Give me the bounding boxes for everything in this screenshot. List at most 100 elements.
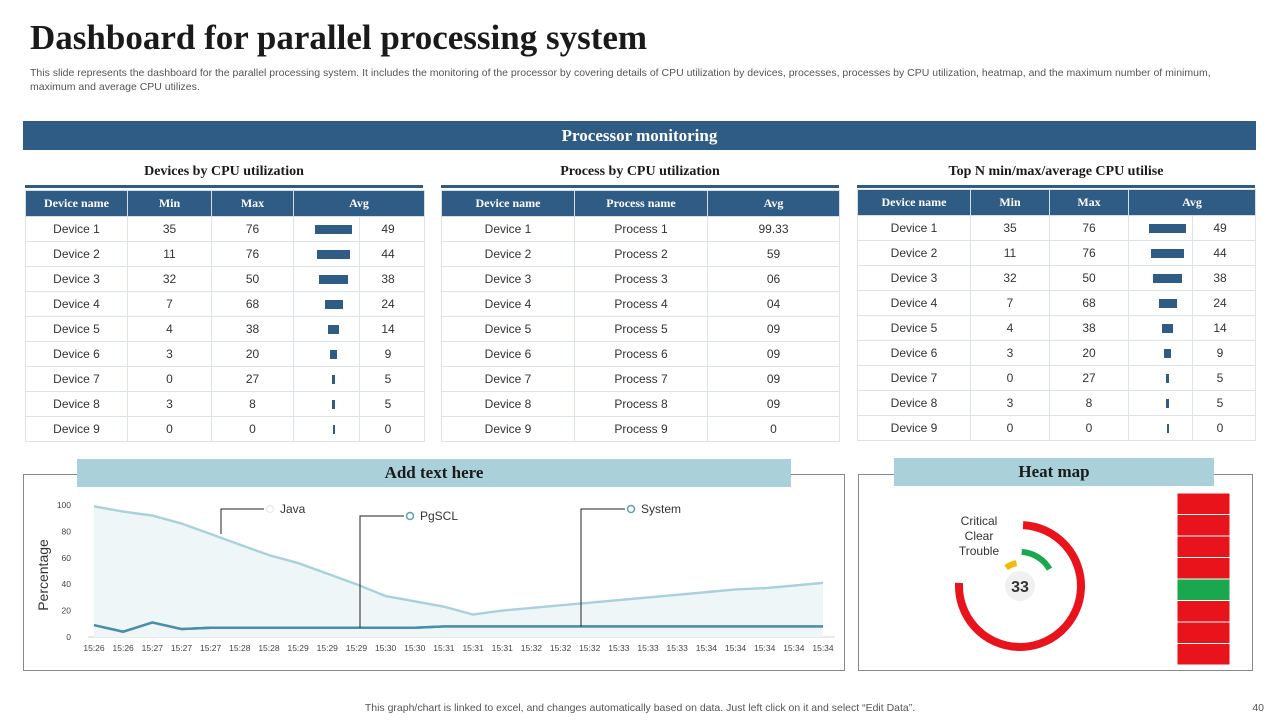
series-line-java[interactable] [93,505,824,616]
table-row[interactable]: Device 1 Process 1 99.33 [441,216,840,242]
avg-bar-cell [293,391,360,417]
x-tick-label: 15:27 [171,643,193,653]
col-header-min[interactable]: Min [127,190,212,217]
avg-cell: 59 [707,241,840,267]
device-name-cell: Device 1 [25,216,128,242]
section-banner: Processor monitoring [23,121,1256,150]
avg-value-cell: 0 [1192,415,1256,441]
heatmap-cell[interactable] [1176,643,1231,666]
avg-bar-cell [293,216,360,242]
max-cell: 76 [211,216,294,242]
process-name-cell: Process 1 [574,216,708,242]
col-header-process[interactable]: Process name [574,190,708,217]
avg-value-cell: 38 [359,266,425,292]
min-cell: 0 [127,366,212,392]
x-tick-label: 15:32 [521,643,543,653]
device-name-cell: Device 1 [441,216,575,242]
avg-bar-cell [1128,365,1193,391]
min-cell: 0 [127,416,212,442]
table-row[interactable]: Device 4 Process 4 04 [441,291,840,317]
callout-marker [626,504,636,514]
avg-bar-cell [293,416,360,442]
table-row[interactable]: Device 2 11 76 44 [25,241,425,267]
heatmap-cell[interactable] [1176,535,1231,558]
table-row[interactable]: Device 4 7 68 24 [25,291,425,317]
device-name-cell: Device 3 [25,266,128,292]
table-row[interactable]: Device 1 35 76 49 [857,215,1256,241]
table-row[interactable]: Device 7 0 27 5 [857,365,1256,391]
col-header-device[interactable]: Device name [25,190,128,217]
max-cell: 50 [1049,265,1129,291]
x-tick-label: 15:34 [812,643,834,653]
table-row[interactable]: Device 2 Process 2 59 [441,241,840,267]
col-header-device[interactable]: Device name [441,190,575,217]
min-cell: 7 [127,291,212,317]
max-cell: 20 [1049,340,1129,366]
heatmap-cell[interactable] [1176,492,1231,515]
device-name-cell: Device 5 [441,316,575,342]
y-tick-label: 40 [62,579,72,589]
java-area-fill [94,506,823,637]
y-axis-label: Percentage [35,539,51,611]
col-header-min[interactable]: Min [970,189,1050,216]
col-header-max[interactable]: Max [211,190,294,217]
topn-title-underline [857,185,1255,188]
col-header-avg[interactable]: Avg [1128,189,1256,216]
y-tick-label: 0 [66,632,71,642]
table-row[interactable]: Device 7 Process 7 09 [441,366,840,392]
max-cell: 8 [1049,390,1129,416]
y-tick-label: 20 [62,606,72,616]
x-tick-label: 15:34 [725,643,747,653]
avg-bar [315,225,352,235]
avg-cell: 04 [707,291,840,317]
table-row[interactable]: Device 4 7 68 24 [857,290,1256,316]
table-row[interactable]: Device 5 Process 5 09 [441,316,840,342]
table-row[interactable]: Device 2 11 76 44 [857,240,1256,266]
col-header-device[interactable]: Device name [857,189,971,216]
table-row[interactable]: Device 8 Process 8 09 [441,391,840,417]
heatmap-cell[interactable] [1176,557,1231,580]
avg-bar [1165,399,1170,409]
line-chart[interactable]: 0 20 40 60 80 100 Percentage 15:26 15:26 15:27 15:… [24,475,844,670]
avg-value-cell: 24 [359,291,425,317]
table-row[interactable]: Device 6 3 20 9 [857,340,1256,366]
x-tick-label: 15:30 [375,643,397,653]
heatmap-panel: 33 Critical Clear Trouble [858,474,1253,671]
table-row[interactable]: Device 3 32 50 38 [25,266,425,292]
heatmap-cell[interactable] [1176,514,1231,537]
avg-bar [1164,349,1171,359]
min-cell: 35 [970,215,1050,241]
col-header-max[interactable]: Max [1049,189,1129,216]
process-name-cell: Process 2 [574,241,708,267]
table-row[interactable]: Device 1 35 76 49 [25,216,425,242]
avg-bar-cell [1128,340,1193,366]
col-header-avg[interactable]: Avg [707,190,840,217]
table-row[interactable]: Device 6 3 20 9 [25,341,425,367]
table-row[interactable]: Device 5 4 38 14 [25,316,425,342]
avg-bar [328,325,339,335]
process-name-cell: Process 8 [574,391,708,417]
table-row[interactable]: Device 7 0 27 5 [25,366,425,392]
avg-value-cell: 44 [359,241,425,267]
heatmap-cell[interactable] [1176,600,1231,623]
table-row[interactable]: Device 3 32 50 38 [857,265,1256,291]
avg-value-cell: 49 [1192,215,1256,241]
chart-panel-title: Add text here [77,459,791,487]
heatmap-cell[interactable] [1176,578,1231,601]
col-header-avg[interactable]: Avg [293,190,425,217]
callout-leader [359,515,404,628]
line-chart-panel: 0 20 40 60 80 100 Percentage 15:26 15:26 15:27 15:… [23,474,845,671]
avg-bar-cell [1128,290,1193,316]
series-line-system[interactable] [93,621,823,633]
device-name-cell: Device 9 [857,415,971,441]
table-row[interactable]: Device 3 Process 3 06 [441,266,840,292]
x-tick-label: 15:34 [754,643,776,653]
table-row[interactable]: Device 6 Process 6 09 [441,341,840,367]
table-row[interactable]: Device 5 4 38 14 [857,315,1256,341]
heatmap-cell[interactable] [1176,621,1231,644]
